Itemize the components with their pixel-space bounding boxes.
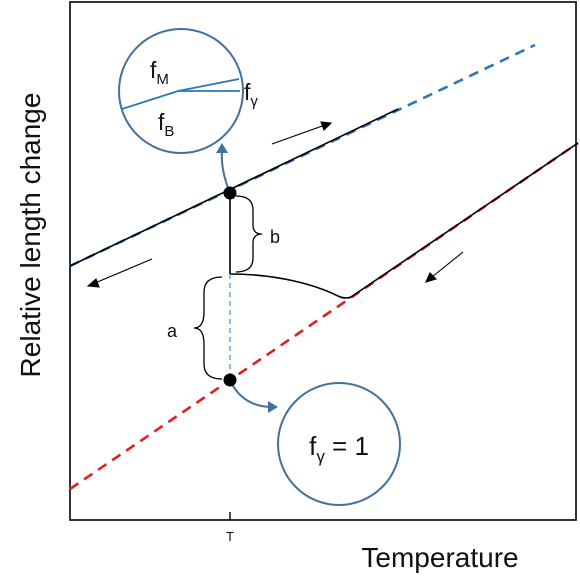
connector-top-arrowhead	[216, 143, 228, 153]
marker-upper	[223, 186, 237, 200]
x-axis-label: Temperature	[361, 542, 518, 573]
inset-full-austenite: fγ = 1	[277, 382, 401, 506]
inset-divider-upper	[177, 78, 240, 92]
label-f-gamma-equals-one: fγ = 1	[309, 431, 369, 466]
label-f-gamma: fγ	[244, 79, 258, 110]
label-f-m: fM	[150, 57, 169, 88]
upper-solid-line	[69, 108, 399, 267]
arrowhead-right-up	[320, 121, 333, 131]
label-f-b: fB	[158, 109, 174, 140]
connector-bottom	[229, 379, 271, 408]
label-b: b	[270, 227, 280, 247]
arrowhead-left-down-upper	[86, 278, 100, 288]
lower-solid-segment	[350, 142, 579, 298]
plot-frame	[69, 1, 577, 521]
arrowhead-left-down-lower	[425, 272, 438, 283]
y-axis-label: Relative length change	[15, 93, 46, 378]
marker-lower	[223, 373, 237, 387]
x-tick-label: T	[226, 529, 234, 544]
arrow-left-down-lower	[431, 251, 464, 278]
label-a: a	[167, 321, 178, 341]
brace-a	[193, 276, 223, 380]
connector-bottom-arrowhead	[268, 401, 278, 413]
arrow-right-up	[271, 124, 326, 145]
transformation-curve	[229, 273, 352, 299]
inset-divider-lower	[121, 90, 179, 110]
inset-bottom-circle	[277, 382, 401, 506]
inset-phase-fractions: fM fB	[118, 28, 244, 154]
arrow-left-down-upper	[94, 258, 153, 284]
connector-top	[220, 149, 231, 194]
brace-b	[235, 195, 263, 273]
